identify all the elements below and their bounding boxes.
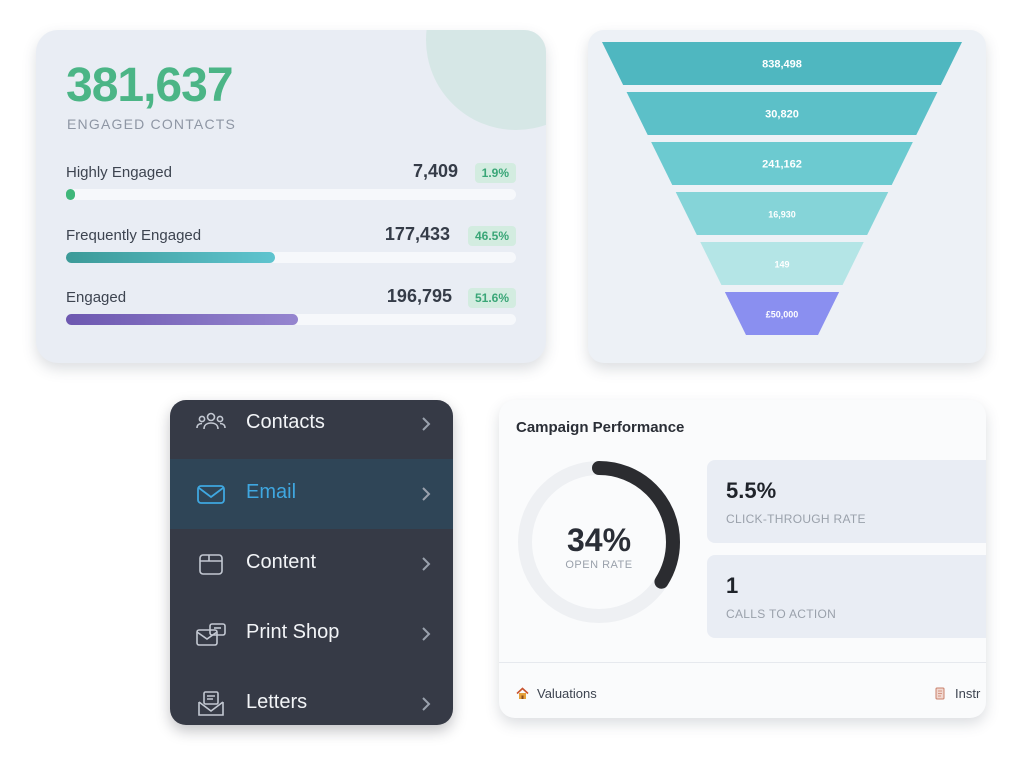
nav-item-email[interactable]: Email xyxy=(170,459,453,529)
engagement-row-label: Highly Engaged xyxy=(66,164,172,181)
nav-item-label: Content xyxy=(246,551,317,573)
stat-value: 1 xyxy=(726,573,739,598)
stat-label: CALLS TO ACTION xyxy=(726,607,837,621)
stat-click-through-rate[interactable]: 5.5% CLICK-THROUGH RATE xyxy=(707,460,986,543)
funnel-stage[interactable] xyxy=(602,42,962,85)
engagement-row-value: 7,409 xyxy=(412,161,458,181)
engagement-row-frequently: Frequently Engaged 177,433 46.5% xyxy=(66,224,516,267)
document-icon xyxy=(935,687,945,700)
house-icon xyxy=(516,687,529,699)
engagement-percent-badge: 46.5% xyxy=(467,226,516,246)
engagement-row-label: Engaged xyxy=(66,289,127,306)
funnel-stage[interactable] xyxy=(651,142,913,185)
stat-label: CLICK-THROUGH RATE xyxy=(726,512,866,526)
engagement-row-highly: Highly Engaged 7,409 1.9% xyxy=(66,161,516,204)
funnel-chart: 838,498 30,820 241,162 16,930 149 £50,000 xyxy=(602,42,962,335)
funnel-stage[interactable] xyxy=(626,92,938,135)
engagement-row-value: 196,795 xyxy=(386,286,452,306)
engagement-row-label: Frequently Engaged xyxy=(66,227,202,244)
open-rate-label: OPEN RATE xyxy=(565,559,633,571)
engagement-progress-track xyxy=(66,252,516,263)
funnel-stage-label: 16,930 xyxy=(768,210,796,220)
engagement-progress-track xyxy=(66,314,516,325)
content-box-icon xyxy=(199,554,223,575)
divider xyxy=(499,662,986,663)
chevron-right-icon xyxy=(422,627,431,641)
engagement-card: 381,637 ENGAGED CONTACTS Highly Engaged … xyxy=(36,30,546,363)
chevron-right-icon xyxy=(422,697,431,711)
chevron-right-icon xyxy=(422,557,431,571)
funnel-card: 838,498 30,820 241,162 16,930 149 £50,000 xyxy=(588,30,986,363)
nav-item-print-shop[interactable]: Print Shop xyxy=(170,599,453,669)
open-rate-value: 34% xyxy=(566,522,632,558)
footer-link-instr[interactable]: Instr xyxy=(934,686,980,701)
nav-item-label: Email xyxy=(246,481,297,503)
email-icon xyxy=(197,485,225,504)
navigation-menu: Contacts Email Content Print Shop xyxy=(170,400,453,725)
nav-item-letters[interactable]: Letters xyxy=(170,669,453,725)
funnel-stage-label: 838,498 xyxy=(762,59,802,71)
engagement-percent-badge: 51.6% xyxy=(467,288,516,308)
engagement-row-engaged: Engaged 196,795 51.6% xyxy=(66,286,516,329)
funnel-stage[interactable] xyxy=(700,242,864,285)
nav-item-contacts[interactable]: Contacts xyxy=(170,400,453,459)
decorative-circle xyxy=(426,30,546,130)
print-shop-icon xyxy=(196,623,226,646)
open-rate-ring xyxy=(518,461,680,623)
nav-item-label: Print Shop xyxy=(246,621,340,643)
engagement-progress-track xyxy=(66,189,516,200)
nav-item-label: Letters xyxy=(246,691,308,713)
contacts-icon xyxy=(196,412,226,430)
engagement-progress-fill xyxy=(66,314,298,325)
funnel-stage-label: 241,162 xyxy=(762,159,802,171)
engagement-progress-fill xyxy=(66,252,275,263)
campaign-performance-card: Campaign Performance 34% OPEN RATE 5.5% … xyxy=(499,400,986,718)
chevron-right-icon xyxy=(422,417,431,431)
footer-link-label: Instr xyxy=(955,686,981,701)
footer-link-label: Valuations xyxy=(537,686,597,701)
nav-item-label: Contacts xyxy=(246,411,325,433)
stat-calls-to-action[interactable]: 1 CALLS TO ACTION xyxy=(707,555,986,638)
engaged-contacts-total: 381,637 xyxy=(66,59,234,112)
engagement-row-value: 177,433 xyxy=(384,224,450,244)
funnel-stage-label: 30,820 xyxy=(765,109,799,121)
stat-value: 5.5% xyxy=(726,478,777,503)
engagement-progress-fill xyxy=(66,189,75,200)
funnel-stage[interactable] xyxy=(675,192,889,235)
campaign-title: Campaign Performance xyxy=(516,419,685,436)
funnel-stage-label: 149 xyxy=(774,260,789,270)
letters-icon xyxy=(198,691,224,716)
engaged-contacts-caption: ENGAGED CONTACTS xyxy=(67,116,237,132)
engagement-percent-badge: 1.9% xyxy=(474,163,516,183)
chevron-right-icon xyxy=(422,487,431,501)
ring-progress-arc xyxy=(518,461,680,623)
nav-item-content[interactable]: Content xyxy=(170,529,453,599)
footer-link-valuations[interactable]: Valuations xyxy=(516,686,597,701)
funnel-stage-label: £50,000 xyxy=(766,310,799,320)
funnel-stage[interactable] xyxy=(724,292,840,335)
